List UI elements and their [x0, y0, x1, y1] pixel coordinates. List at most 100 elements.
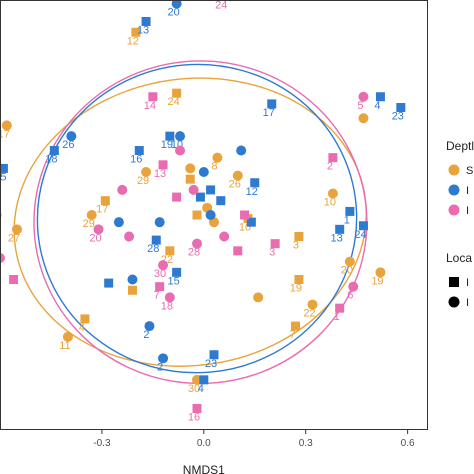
legend-key-color — [448, 204, 460, 216]
x-tick-label: 0.6 — [401, 438, 415, 449]
point-circle — [158, 353, 169, 364]
point-square — [192, 210, 202, 220]
point-circle — [0, 253, 5, 263]
point-label: 17 — [0, 128, 10, 140]
point-square — [206, 185, 216, 195]
point-label: 4 — [374, 100, 380, 112]
point-square — [396, 103, 406, 112]
point-square — [328, 153, 338, 163]
point-label: 24 — [215, 0, 227, 11]
point-square — [49, 146, 59, 155]
point-square — [148, 92, 158, 102]
point-square — [250, 178, 260, 188]
point-square — [172, 88, 182, 98]
point-label: 14 — [144, 100, 156, 112]
point-square — [240, 210, 250, 220]
point-square — [199, 375, 209, 385]
point-label: 30 — [188, 383, 200, 395]
point-square — [127, 285, 137, 295]
point-label: 10 — [324, 197, 336, 209]
point-circle — [1, 120, 12, 131]
point-label: 2 — [143, 329, 149, 341]
point-circle — [124, 231, 135, 242]
point-square — [291, 321, 301, 331]
point-label: 11 — [59, 340, 70, 352]
point-square — [335, 303, 345, 313]
point-circle — [358, 91, 369, 102]
point-circle — [86, 210, 97, 220]
point-label: 13 — [154, 168, 166, 180]
point-circle — [253, 292, 264, 303]
point-label: 13 — [331, 232, 343, 244]
legend-title: Deptl — [446, 139, 474, 153]
point-circle — [205, 210, 216, 220]
point-label: 8 — [211, 161, 217, 173]
point-circle — [175, 131, 186, 142]
point-label: 19 — [371, 275, 383, 287]
point-circle — [219, 231, 230, 242]
legend-entry-label: I — [466, 185, 469, 197]
point-square — [185, 174, 195, 184]
point-circle — [144, 321, 155, 332]
point-circle — [93, 224, 104, 235]
point-label: 24 — [354, 229, 366, 241]
point-square — [158, 160, 168, 170]
point-label: 22 — [303, 308, 315, 320]
point-square — [141, 17, 151, 26]
point-label: 20 — [168, 7, 180, 19]
point-square — [335, 224, 345, 234]
point-square — [9, 275, 19, 284]
point-square — [104, 278, 114, 288]
point-circle — [344, 256, 355, 267]
point-label: 18 — [161, 300, 173, 312]
point-label: 19 — [161, 139, 173, 151]
point-circle — [62, 331, 73, 342]
point-circle — [327, 188, 338, 199]
point-square — [165, 246, 175, 256]
point-square — [151, 235, 161, 245]
point-circle — [185, 163, 196, 174]
legend-key-square — [449, 277, 459, 287]
plot-area: 1217242217292681019201941129223102527730… — [0, 0, 406, 424]
point-square — [100, 196, 110, 206]
point-label: 4 — [198, 383, 204, 395]
point-square — [233, 246, 243, 256]
point-label: 3 — [269, 247, 275, 259]
point-label: 7 — [289, 329, 295, 341]
point-label: 16 — [188, 412, 200, 424]
point-label: 4 — [79, 322, 85, 334]
point-square — [155, 282, 165, 292]
point-label: 12 — [127, 35, 139, 47]
point-circle — [236, 145, 247, 156]
point-label: 17 — [263, 107, 275, 119]
point-circle — [127, 274, 138, 285]
point-circle — [198, 167, 209, 177]
point-label: 23 — [392, 111, 404, 123]
point-label: 1 — [344, 214, 350, 226]
point-square — [358, 221, 368, 231]
legend-key-color — [448, 184, 460, 196]
plot-marks: 1217242217292681019201941129223102527730… — [0, 0, 406, 424]
point-label: 16 — [130, 154, 142, 166]
point-square — [209, 350, 219, 360]
point-square — [216, 196, 226, 206]
point-label: 2 — [157, 361, 163, 373]
point-label: 17 — [96, 204, 108, 216]
point-square — [294, 232, 304, 241]
legend-entry-label: I — [466, 205, 469, 217]
point-label: 5 — [357, 100, 363, 112]
point-label: 28 — [188, 247, 200, 259]
point-circle — [11, 224, 22, 235]
point-label: 19 — [290, 283, 302, 295]
x-tick-label: 0.3 — [299, 438, 313, 449]
point-label: 29 — [137, 175, 149, 187]
point-label: 18 — [45, 154, 57, 166]
point-circle — [375, 267, 386, 278]
point-circle — [164, 292, 175, 303]
x-axis: -0.3 0.0 0.3 0.6 — [93, 430, 415, 449]
point-circle — [192, 238, 203, 249]
point-square — [0, 163, 8, 173]
point-square — [270, 239, 280, 249]
